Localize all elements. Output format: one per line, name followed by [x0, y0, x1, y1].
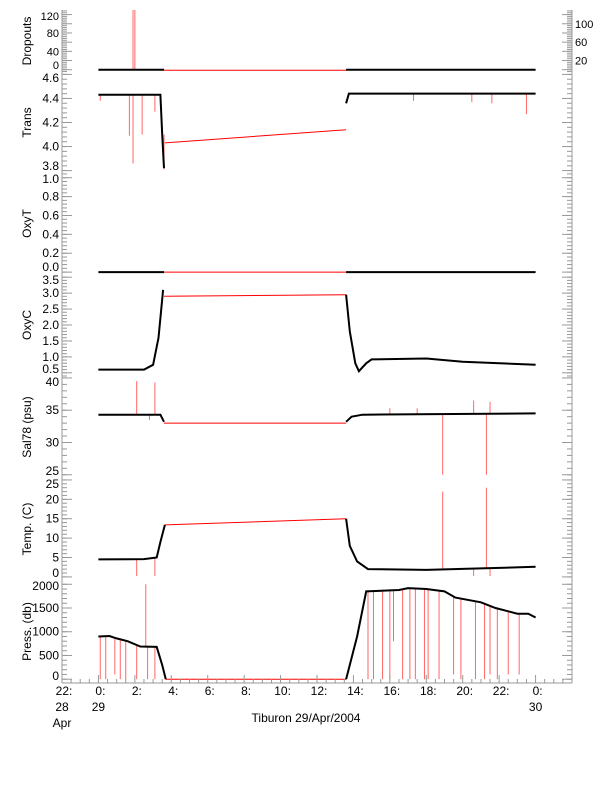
y-tick-label: 40 — [46, 375, 60, 389]
x-tick-label: 6: — [205, 684, 215, 698]
y-tick-label: 3.5 — [42, 273, 59, 287]
panel-oxyc: 0.51.0 1.5 2.0 2.5 3.03.5 OxyC — [20, 273, 573, 377]
y-axis-label: Trans — [20, 107, 34, 137]
y-tick-label: 100 — [575, 19, 593, 31]
y-tick-label: 120 — [41, 11, 59, 23]
y-axis-label: Sal78 (psu) — [20, 396, 34, 457]
y-tick-label: 0 — [53, 60, 59, 72]
y-tick-label: 40 — [47, 46, 59, 58]
y-tick-label: 1.5 — [42, 334, 59, 348]
y-tick-label: 5 — [52, 551, 59, 565]
processed-series-line — [98, 518, 536, 571]
y-axis-label: OxyC — [20, 310, 34, 340]
y-tick-label: 2000 — [32, 579, 59, 593]
x-tick-label: 22: — [493, 684, 510, 698]
y-tick-label: 10 — [46, 531, 60, 545]
panel-trans: 3.8 4.0 4.2 4.4 4.6 Trans — [20, 71, 573, 173]
processed-series-line — [98, 412, 536, 423]
x-tick-label: 0: — [95, 684, 105, 698]
y-tick-label: 4.0 — [42, 140, 59, 154]
y-tick-label: 4.6 — [42, 71, 59, 85]
x-tick-label: 4: — [168, 684, 178, 698]
y-tick-label: 1000 — [32, 625, 59, 639]
y-tick-label: 60 — [575, 37, 587, 49]
y-axis-label: Temp. (C) — [20, 503, 34, 556]
y-tick-label: 20 — [575, 56, 587, 68]
y-tick-label: 0.2 — [42, 246, 59, 260]
y-tick-label: 35 — [46, 403, 60, 417]
y-tick-label: 15 — [46, 512, 60, 526]
y-tick-label: 30 — [46, 435, 60, 449]
raw-series-line — [164, 129, 347, 144]
y-tick-label: 0 — [52, 566, 59, 580]
raw-series-line — [163, 294, 347, 297]
x-tick-label: 30 — [529, 700, 543, 714]
y-tick-label: 1.0 — [42, 172, 59, 186]
y-tick-label: 0 — [52, 669, 59, 683]
x-tick-label: 22: — [56, 684, 73, 698]
y-tick-label: 3.8 — [42, 159, 59, 173]
x-tick-label: 14: — [347, 684, 364, 698]
y-axis-label: Dropouts — [20, 17, 34, 66]
y-tick-label: 25 — [46, 477, 60, 491]
processed-series-line — [98, 587, 537, 680]
x-tick-label: 20: — [456, 684, 473, 698]
y-tick-label: 0.4 — [42, 227, 59, 241]
panel-sal78-psu-: 25 30 35 40 Sal78 (psu) — [20, 375, 573, 478]
y-tick-label: 80 — [47, 28, 59, 40]
y-tick-label: 0.8 — [42, 190, 59, 204]
y-tick-label: 1.0 — [42, 350, 59, 364]
panel-oxyt: 0.00.2 0.4 0.6 0.8 1.0 OxyT — [20, 172, 573, 274]
x-axis-title: Tiburon 29/Apr/2004 — [251, 711, 361, 725]
x-tick-label: 10: — [274, 684, 291, 698]
y-tick-label: 20 — [46, 492, 60, 506]
y-axis-label: Press. (db) — [20, 602, 34, 661]
y-tick-label: 2.5 — [42, 302, 59, 316]
x-tick-label: 2: — [132, 684, 142, 698]
panel-press-db-: 0 500 1000 1500 2000 Press. (db) — [20, 579, 573, 683]
y-tick-label: 1500 — [32, 601, 59, 615]
panel-dropouts: 0 20 40 60 80 100 120 Dropouts — [20, 10, 593, 73]
x-tick-label: 18: — [420, 684, 437, 698]
processed-series-line — [98, 289, 536, 373]
x-tick-label: 28 — [55, 700, 69, 714]
x-tick-label: 16: — [384, 684, 401, 698]
y-tick-label: 4.2 — [42, 116, 59, 130]
y-tick-label: 2.0 — [42, 318, 59, 332]
raw-series-line — [164, 518, 347, 526]
y-tick-label: 0.0 — [42, 260, 59, 274]
x-tick-label: 12: — [311, 684, 328, 698]
x-tick-label: 0: — [533, 684, 543, 698]
y-tick-label: 3.0 — [42, 286, 59, 300]
y-tick-label: 500 — [39, 648, 59, 662]
x-tick-label: 8: — [241, 684, 251, 698]
processed-series-line — [98, 92, 536, 169]
y-tick-label: 0.5 — [42, 362, 59, 376]
y-tick-label: 0.6 — [42, 208, 59, 222]
y-tick-label: 4.4 — [42, 91, 59, 105]
x-tick-label: Apr — [53, 716, 72, 730]
y-axis-label: OxyT — [20, 209, 34, 238]
x-tick-label: 29 — [92, 700, 106, 714]
y-tick-label: 25 — [46, 464, 60, 478]
